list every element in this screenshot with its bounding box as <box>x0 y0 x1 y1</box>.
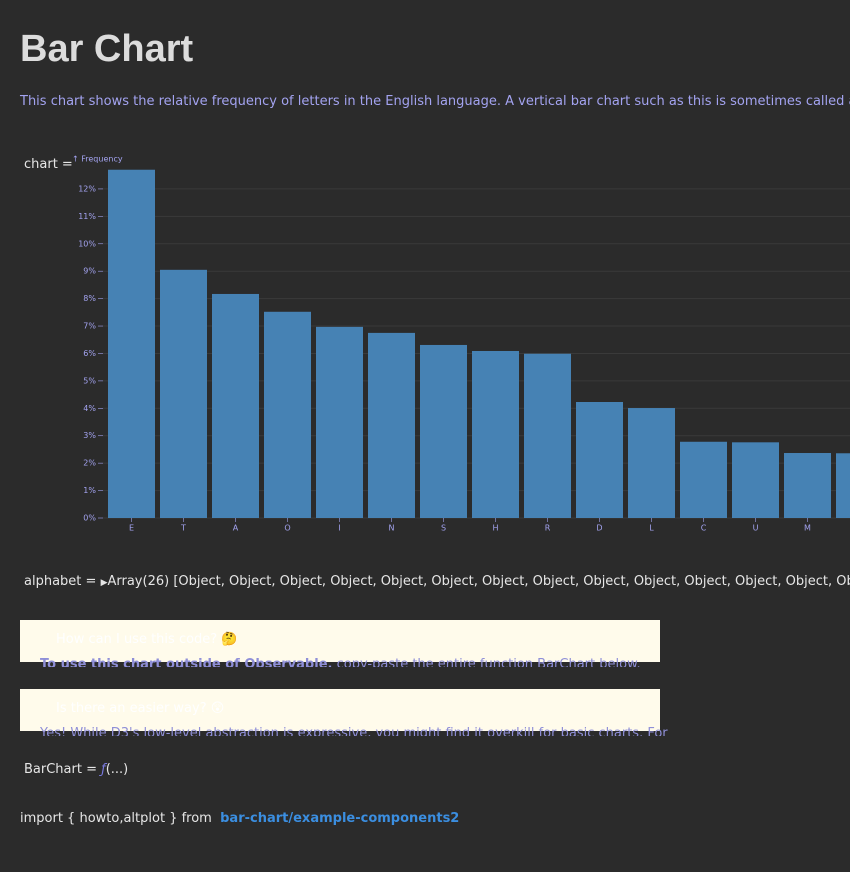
details-box[interactable]: Is there an easier way? 😲 Yes! While D3'… <box>20 689 668 736</box>
y-tick-label: 12% <box>78 184 96 193</box>
bar <box>264 311 311 518</box>
bar <box>628 408 675 518</box>
cell-value: Array(26) [Object, Object, Object, Objec… <box>107 574 850 589</box>
y-tick-label: 5% <box>83 376 96 385</box>
x-tick-label: T <box>180 524 186 533</box>
alphabet-cell: alphabet = ▶Array(26) [Object, Object, O… <box>24 574 850 589</box>
y-tick-label: 1% <box>83 486 96 495</box>
details-rest: copy-paste the entire function BarChart … <box>336 657 641 667</box>
details-summary[interactable]: How can I use this code? 🤔 <box>56 632 238 647</box>
bar <box>784 453 831 518</box>
bar <box>160 269 207 518</box>
y-tick-label: 0% <box>83 514 96 523</box>
y-tick-label: 9% <box>83 267 96 276</box>
y-tick-label: 11% <box>78 212 96 221</box>
x-tick-label: D <box>596 524 602 533</box>
chart: ↑ Frequency 0% 1% 2% 3% 4% 5% 6% 7% 8% 9% 10% 11% 12%… <box>72 155 850 533</box>
page-title: Bar Chart <box>20 28 194 70</box>
cell-label: BarChart = <box>24 762 97 777</box>
x-tick-label: M <box>804 524 811 533</box>
y-tick-label: 3% <box>83 431 96 440</box>
bar <box>420 344 467 518</box>
bar <box>576 402 623 518</box>
bar <box>680 441 727 518</box>
details-summary[interactable]: Is there an easier way? 😲 <box>56 701 225 716</box>
cell-label: chart = <box>24 157 73 172</box>
x-tick-label: S <box>441 524 446 533</box>
y-tick-label: 7% <box>83 322 96 331</box>
x-tick-label: O <box>284 524 290 533</box>
y-tick-label: 8% <box>83 294 96 303</box>
y-tick-label: 6% <box>83 349 96 358</box>
details-text: Yes! While D3's low-level abstraction is… <box>40 726 668 736</box>
cell-label: alphabet = <box>24 574 97 589</box>
details-text: To use this chart outside of Observable,… <box>40 657 641 667</box>
x-tick-label: U <box>753 524 759 533</box>
bar <box>732 442 779 518</box>
function-icon: ƒ <box>101 762 106 777</box>
x-tick-label: N <box>389 524 395 533</box>
import-cell: import { howto,altplot } from bar-chart/… <box>20 811 459 826</box>
x-tick-label: I <box>338 524 340 533</box>
bar <box>472 350 519 518</box>
details-bold: To use this chart outside of Observable, <box>40 657 333 667</box>
import-link[interactable]: bar-chart/example-components2 <box>220 811 460 826</box>
bar <box>212 293 259 518</box>
bar <box>368 332 415 518</box>
import-text: import { howto,altplot } from <box>20 811 212 826</box>
x-tick-label: A <box>233 524 239 533</box>
bar <box>836 453 850 518</box>
x-tick-label: R <box>545 524 551 533</box>
x-tick-label: E <box>129 524 134 533</box>
details-box[interactable]: How can I use this code? 🤔 To use this c… <box>20 620 660 667</box>
bar <box>108 169 155 518</box>
y-tick-label: 2% <box>83 459 96 468</box>
bar <box>316 326 363 518</box>
x-tick-label: L <box>649 524 654 533</box>
description-text: This chart shows the relative frequency … <box>20 94 850 109</box>
x-tick-label: C <box>701 524 707 533</box>
y-tick-label: 4% <box>83 404 96 413</box>
bar <box>524 353 571 518</box>
barchart-cell: BarChart = ƒ(...) <box>24 762 128 777</box>
y-tick-label: 10% <box>78 239 96 248</box>
expand-arrow[interactable]: ▶ <box>100 578 108 588</box>
y-axis-label: ↑ Frequency <box>72 155 123 164</box>
x-tick-label: H <box>492 524 498 533</box>
description: This chart shows the relative frequency … <box>20 94 850 109</box>
cell-value: (...) <box>105 762 129 777</box>
